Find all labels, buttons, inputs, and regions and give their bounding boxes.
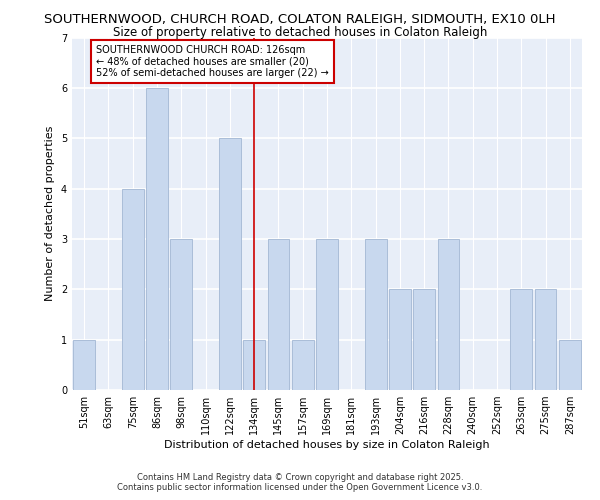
Bar bbox=[535, 290, 556, 390]
Text: Contains HM Land Registry data © Crown copyright and database right 2025.
Contai: Contains HM Land Registry data © Crown c… bbox=[118, 473, 482, 492]
Bar bbox=[559, 340, 581, 390]
Y-axis label: Number of detached properties: Number of detached properties bbox=[46, 126, 55, 302]
Bar bbox=[243, 340, 265, 390]
Bar bbox=[365, 239, 386, 390]
Text: SOUTHERNWOOD, CHURCH ROAD, COLATON RALEIGH, SIDMOUTH, EX10 0LH: SOUTHERNWOOD, CHURCH ROAD, COLATON RALEI… bbox=[44, 12, 556, 26]
Bar bbox=[268, 239, 289, 390]
Text: Size of property relative to detached houses in Colaton Raleigh: Size of property relative to detached ho… bbox=[113, 26, 487, 39]
Bar bbox=[292, 340, 314, 390]
Bar bbox=[146, 88, 168, 390]
Text: SOUTHERNWOOD CHURCH ROAD: 126sqm
← 48% of detached houses are smaller (20)
52% o: SOUTHERNWOOD CHURCH ROAD: 126sqm ← 48% o… bbox=[96, 45, 329, 78]
Bar bbox=[437, 239, 460, 390]
X-axis label: Distribution of detached houses by size in Colaton Raleigh: Distribution of detached houses by size … bbox=[164, 440, 490, 450]
Bar bbox=[73, 340, 95, 390]
Bar bbox=[389, 290, 411, 390]
Bar bbox=[122, 188, 143, 390]
Bar bbox=[316, 239, 338, 390]
Bar bbox=[219, 138, 241, 390]
Bar bbox=[511, 290, 532, 390]
Bar bbox=[413, 290, 435, 390]
Bar bbox=[170, 239, 192, 390]
